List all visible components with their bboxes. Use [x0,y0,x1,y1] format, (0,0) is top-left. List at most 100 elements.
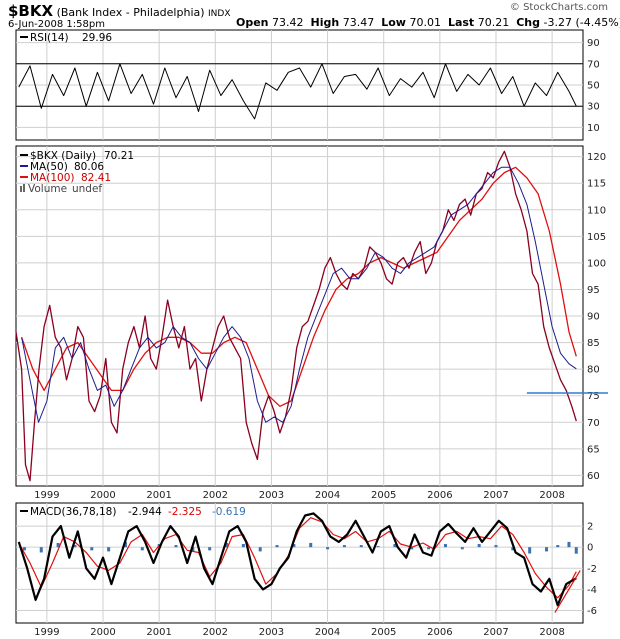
rsi-tick-label: 30 [587,102,600,113]
watermark: © StockCharts.com [509,2,608,13]
ma50-line [21,166,577,423]
macd-line [17,512,577,607]
price-tick-label: 85 [587,338,600,349]
price-series [15,150,608,482]
macd-legend: MACD(36,78,18) -2.944 -2.325 -0.619 [20,506,246,518]
macd-x-label-2000: 2000 [90,627,115,638]
quote-high-value: 73.47 [342,16,375,29]
price-legend-label: $BKX (Daily) [30,150,96,162]
histogram-legend-value: -0.619 [212,506,246,518]
quote-open-value: 73.42 [272,16,304,29]
rsi-line [18,63,577,120]
ma100-line [20,166,577,407]
index-name: (Bank Index - Philadelphia) [56,6,205,19]
histogram-bar [107,547,111,552]
macd-x-label-2006: 2006 [427,627,452,638]
histogram-bar [225,542,229,548]
price-x-label-2000: 2000 [90,490,115,501]
macd-tick-label: 0 [587,543,593,554]
histogram-bar [39,547,43,553]
price-legend-value: 70.21 [104,150,134,162]
ma100-legend-value: 82.41 [81,172,111,184]
quote-open-label: Open [236,16,269,29]
histogram-bar [208,547,212,551]
histogram-bar [123,541,127,548]
macd-x-label-2008: 2008 [539,627,564,638]
histogram-bar [90,547,94,551]
volume-legend-label: Volume [28,183,67,195]
histogram-bar [191,547,195,552]
rsi-tick-label: 90 [587,38,600,49]
rsi-legend: RSI(14) 29.96 [20,32,112,44]
histogram-bar [73,545,77,548]
histogram-bar [22,547,26,551]
histogram-bar [443,544,447,548]
volume-legend-value: undef [72,183,102,195]
price-tick-label: 90 [587,312,600,323]
price-x-label-2004: 2004 [315,490,340,501]
macd-tick-label: -2 [587,564,597,575]
price-tick-label: 60 [587,471,600,482]
histogram-bar [556,545,560,548]
rsi-series [18,63,577,120]
macd-series [17,512,581,613]
histogram-bar [477,544,481,548]
ma50-legend-label: MA(50) [30,161,68,173]
signal-legend-value: -2.325 [168,506,202,518]
volume-legend-icon [20,186,22,192]
price-x-label-2002: 2002 [203,490,228,501]
rsi-legend-label: RSI(14) [30,32,69,44]
macd-x-label-2003: 2003 [259,627,284,638]
macd-x-label-2005: 2005 [371,627,396,638]
macd-legend-label: MACD(36,78,18) [30,506,116,518]
histogram-bar [359,545,363,548]
histogram-bar [567,541,571,548]
histogram-bar [460,547,464,550]
macd-trendline [554,570,581,613]
histogram-bar [140,547,144,551]
histogram-bar [410,547,414,550]
histogram-bar [275,545,279,548]
histogram-bar [545,547,549,552]
macd-panel-frame [15,502,584,624]
quote-low-label: Low [381,16,406,29]
exchange: INDX [208,9,231,19]
histogram-bar [528,547,532,554]
histogram-bar [292,544,296,548]
macd-tick-label: -6 [587,606,597,617]
histogram-bar [393,544,397,548]
price-legend: $BKX (Daily) 70.21 MA(50) 80.06 MA(100) … [20,150,134,195]
price-tick-label: 105 [587,232,606,243]
price-x-label-2007: 2007 [483,490,508,501]
quote-last-label: Last [447,16,475,29]
price-tick-label: 80 [587,365,600,376]
macd-x-label-2001: 2001 [146,627,171,638]
histogram-bar [494,545,498,548]
histogram-bar [326,547,330,550]
histogram-bar [309,542,313,548]
price-x-label-2001: 2001 [146,490,171,501]
rsi-tick-label: 10 [587,123,600,134]
rsi-legend-value: 29.96 [82,32,112,44]
header-title-row: $BKX (Bank Index - Philadelphia) INDX [8,2,231,20]
price-tick-label: 115 [587,179,606,190]
histogram-bar [56,542,60,548]
price-tick-label: 100 [587,258,606,269]
histogram-bar [574,547,578,554]
histogram-bar [511,547,515,551]
macd-tick-label: 2 [587,522,593,533]
macd-x-label-2002: 2002 [203,627,228,638]
quote-row: Open 73.42 High 73.47 Low 70.01 Last 70.… [236,16,620,29]
price-gridlines: 60 65 70 75 80 85 90 95 100 105 110 115 120 [16,146,606,486]
price-x-label-2008: 2008 [539,490,564,501]
x-axis-labels: 1999 1999 2000 2000 2001 2001 2002 2002 2003 2003… [34,490,565,638]
rsi-gridlines: 10 30 50 70 90 [16,30,600,140]
quote-high-label: High [310,16,340,29]
quote-low-value: 70.01 [409,16,441,29]
price-tick-label: 75 [587,391,600,402]
price-x-label-2003: 2003 [259,490,284,501]
histogram-bar [241,544,245,548]
price-tick-label: 65 [587,444,600,455]
rsi-tick-label: 70 [587,59,600,70]
